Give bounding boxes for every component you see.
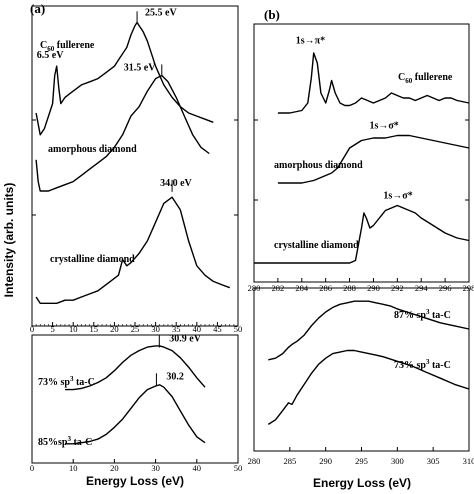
series-line-a_top-crystalline-diamond-2 <box>35 196 231 304</box>
x-tick-label-a_top: 5 <box>50 324 54 334</box>
x-tick-label-a_bottom: 20 <box>110 463 119 473</box>
series-line-b_bottom-87-sp3-ta-c-0 <box>268 300 470 361</box>
x-tick-label-b_bottom: 290 <box>319 456 332 466</box>
series-label-b-87: 87% sp3 ta-C <box>394 308 451 321</box>
panel-a-label: (a) <box>30 1 45 16</box>
series-label-a-amorphous: amorphous diamond <box>48 144 137 155</box>
annotation-b_top-2: 1s→σ* <box>383 191 412 202</box>
annotation-a_top-1: 6.5 eV <box>37 50 64 61</box>
series-line-b_bottom-73-sp3-ta-c-1 <box>267 349 470 425</box>
x-tick-label-b_top: 286 <box>319 283 332 293</box>
series-line-a_top-amorphous-diamond-1 <box>35 74 210 192</box>
series-label-a-c60: C60 fullerene <box>40 40 95 53</box>
series-line-b_top-c60-fullerene-0 <box>277 52 470 114</box>
plot-b-bottom: 280 285 290 295 300 305 310 <box>248 300 474 466</box>
x-tick-label-b_bottom: 285 <box>283 456 296 466</box>
series-label-b-73: 73% sp3 ta-C <box>394 358 451 371</box>
x-tick-label-a_top: 20 <box>110 324 119 334</box>
series-label-a-85: 85%sp3 ta-C <box>38 435 92 448</box>
series-label-b-crystalline: crystalline diamond <box>274 240 359 251</box>
x-axis-title-b: Energy Loss (eV) <box>313 476 411 490</box>
x-tick-label-b_bottom: 305 <box>427 456 440 466</box>
x-tick-label-a_top: 15 <box>90 324 99 334</box>
x-tick-label-b_bottom: 295 <box>355 456 368 466</box>
plot-frame-b-top <box>253 23 470 283</box>
x-tick-label-a_bottom: 50 <box>234 463 243 473</box>
x-tick-label-a_top: 50 <box>234 324 243 334</box>
x-tick-label-b_top: 284 <box>295 283 309 293</box>
annotation-a_top-0: 25.5 eV <box>145 7 177 18</box>
series-label-b-amorphous: amorphous diamond <box>274 160 363 171</box>
x-tick-label-b_top: 292 <box>391 283 404 293</box>
annotation-a_top-2: 31.5 eV <box>124 62 156 73</box>
series-label-b-c60: C60 fullerene <box>398 72 453 85</box>
series-line-a_top-c60-fullerene-0 <box>35 21 214 136</box>
annotation-a_bottom-1: 30.2 <box>166 371 184 382</box>
x-tick-label-a_bottom: 10 <box>69 463 78 473</box>
x-tick-label-b_top: 282 <box>272 283 285 293</box>
plot-frame-a-bottom <box>31 334 239 464</box>
x-tick-label-a_top: 0 <box>30 324 34 334</box>
x-tick-label-a_top: 25 <box>131 324 140 334</box>
x-tick-label-a_top: 35 <box>172 324 181 334</box>
annotation-a_top-3: 34.0 eV <box>160 178 192 189</box>
x-tick-label-b_top: 296 <box>439 283 452 293</box>
x-tick-label-b_top: 280 <box>248 283 261 293</box>
y-axis-title: Intensity (arb. units) <box>2 183 16 298</box>
x-tick-label-a_top: 45 <box>213 324 222 334</box>
x-tick-label-a_bottom: 40 <box>193 463 202 473</box>
series-line-a_bottom-73-sp3-ta-c-0 <box>65 345 206 391</box>
plot-a-bottom: 0 10 20 30 40 50 30.9 eV 30.2 <box>30 334 242 473</box>
series-label-a-crystalline: crystalline diamond <box>50 254 135 265</box>
x-tick-label-b_top: 288 <box>343 283 356 293</box>
series-line-a_bottom-85-sp3-ta-c-1 <box>65 384 206 445</box>
annotation-b_top-0: 1s→π* <box>296 36 325 47</box>
x-tick-label-b_bottom: 300 <box>391 456 404 466</box>
series-label-a-73: 73% sp3 ta-C <box>38 375 95 388</box>
series-line-b_top-crystalline-diamond-2 <box>254 204 470 264</box>
annotation-a_bottom-0: 30.9 eV <box>169 334 201 345</box>
plot-b-top: 280 282 284 286 288 290 292 294 296 298 1s→π* 1s→σ*… <box>248 36 474 294</box>
x-tick-label-b_top: 298 <box>463 283 474 293</box>
panel-b-label: (b) <box>264 7 280 22</box>
annotation-b_top-1: 1s→σ* <box>369 121 398 132</box>
x-tick-label-b_bottom: 280 <box>248 456 261 466</box>
x-tick-label-b_top: 290 <box>367 283 380 293</box>
x-tick-label-a_top: 40 <box>193 324 202 334</box>
x-tick-label-a_top: 30 <box>151 324 160 334</box>
series-line-b_top-amorphous-diamond-1 <box>277 134 470 184</box>
x-tick-label-a_top: 10 <box>69 324 78 334</box>
x-tick-label-a_bottom: 0 <box>30 463 34 473</box>
plot-a-top: 0 5 10 15 20 25 30 35 40 45 50 25.5 eV 6.5 eV 31.5 eV… <box>30 7 242 334</box>
x-tick-label-a_bottom: 30 <box>151 463 160 473</box>
x-axis-title-a: Energy Loss (eV) <box>86 474 184 488</box>
x-tick-label-b_top: 294 <box>415 283 429 293</box>
x-tick-label-b_bottom: 310 <box>463 456 474 466</box>
